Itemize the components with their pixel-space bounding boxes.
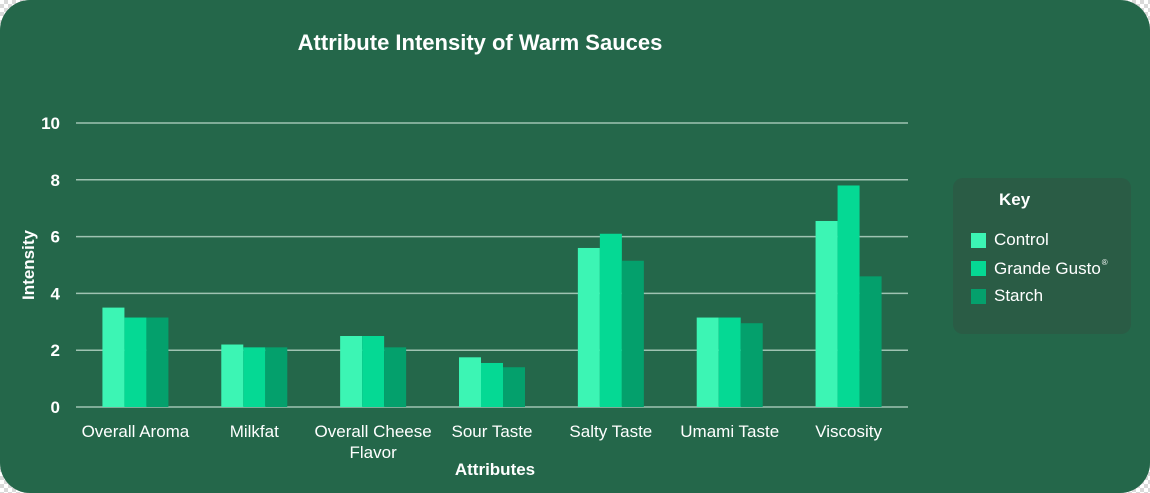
legend-title: Key xyxy=(999,190,1031,209)
bar-starch-umami-taste xyxy=(740,323,763,407)
legend-swatch-control xyxy=(971,232,986,248)
y-tick-label: 10 xyxy=(41,114,60,133)
bar-grande-gusto-salty-taste xyxy=(599,233,622,407)
x-tick-label: Overall Aroma xyxy=(82,422,190,441)
bar-grande-gusto-viscosity xyxy=(837,185,860,407)
legend-label-control: Control xyxy=(994,230,1049,249)
bar-control-salty-taste xyxy=(577,247,600,407)
y-tick-label: 2 xyxy=(51,341,60,360)
bar-grande-gusto-sour-taste xyxy=(481,362,503,407)
x-tick-label: Milkfat xyxy=(230,422,279,441)
bar-starch-viscosity xyxy=(859,276,882,407)
bar-grande-gusto-overall-cheese-flavor xyxy=(362,336,385,407)
bar-grande-gusto-umami-taste xyxy=(718,317,741,407)
bar-starch-overall-aroma xyxy=(146,317,169,407)
y-tick-label: 6 xyxy=(51,228,60,247)
legend-item-grande-gusto: Grande Gusto® xyxy=(971,258,1108,278)
x-axis-title: Attributes xyxy=(455,460,535,479)
x-tick-label: Umami Taste xyxy=(680,422,779,441)
legend: Key Control Grande Gusto® Starch xyxy=(953,178,1131,334)
legend-swatch-starch xyxy=(971,288,986,304)
legend-item-starch: Starch xyxy=(971,286,1043,306)
bar-control-milkfat xyxy=(221,344,244,407)
bar-starch-overall-cheese-flavor xyxy=(384,347,407,407)
bar-control-overall-cheese-flavor xyxy=(340,336,363,407)
x-tick-label: Overall Cheese Flavor xyxy=(315,422,432,462)
x-tick-label: Salty Taste xyxy=(569,422,652,441)
y-tick-label: 4 xyxy=(51,284,61,303)
bar-grande-gusto-overall-aroma xyxy=(124,317,147,407)
bar-control-viscosity xyxy=(815,220,838,407)
registered-mark: ® xyxy=(1101,257,1108,267)
bar-control-overall-aroma xyxy=(102,307,125,407)
bar-starch-milkfat xyxy=(265,347,288,407)
legend-label-grande-gusto: Grande Gusto® xyxy=(994,257,1108,278)
y-axis-title: Intensity xyxy=(19,230,38,300)
y-tick-label: 0 xyxy=(51,398,60,417)
legend-item-control: Control xyxy=(971,230,1049,250)
bar-control-sour-taste xyxy=(459,357,481,407)
legend-label-starch: Starch xyxy=(994,286,1044,305)
bar-control-umami-taste xyxy=(696,317,719,407)
x-tick-label: Viscosity xyxy=(815,422,882,441)
bar-starch-salty-taste xyxy=(621,260,644,407)
x-tick-label: Sour Taste xyxy=(452,422,533,441)
y-tick-label: 8 xyxy=(51,171,60,190)
bar-grande-gusto-milkfat xyxy=(243,347,266,407)
bar-starch-sour-taste xyxy=(503,367,525,407)
legend-swatch-grande-gusto xyxy=(971,260,986,276)
chart-title: Attribute Intensity of Warm Sauces xyxy=(297,30,663,55)
